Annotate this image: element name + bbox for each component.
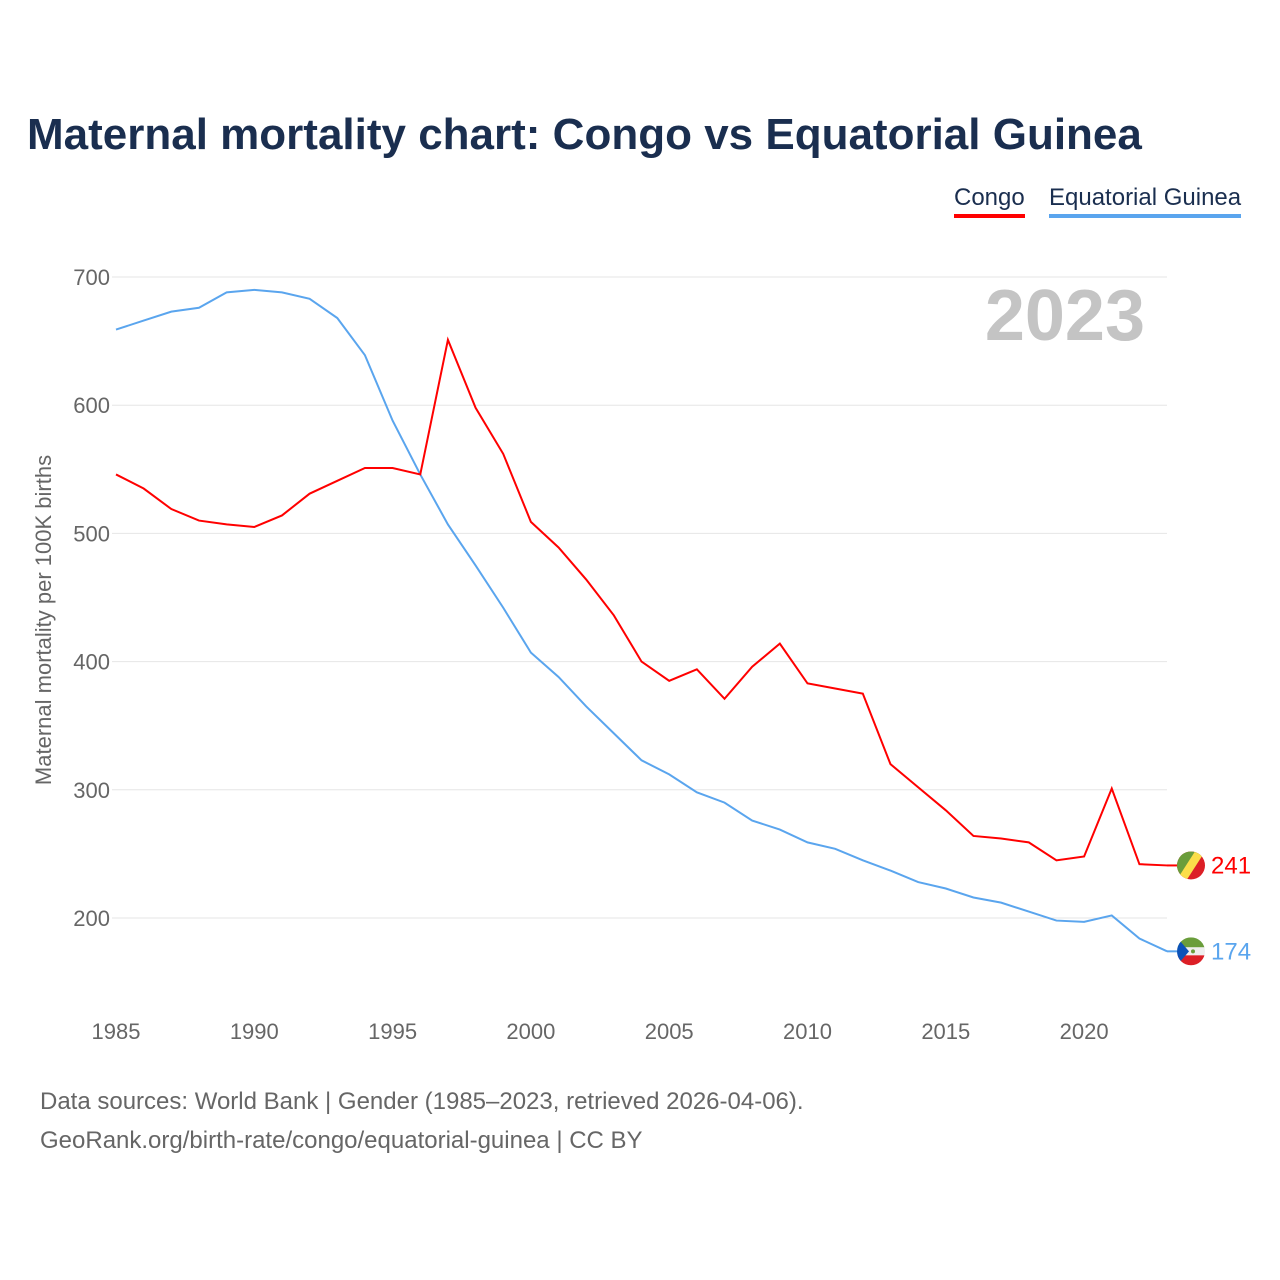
year-label: 2023 [985,276,1145,356]
y-tick-label: 600 [73,393,110,418]
y-tick-label: 500 [73,521,110,546]
end-value-label: 174 [1211,938,1251,965]
y-tick-label: 400 [73,650,110,675]
equatorial-guinea-flag-icon [1177,937,1205,966]
legend-equatorial-guinea[interactable]: Equatorial Guinea [1049,184,1242,218]
series-line-congo [115,336,1168,867]
y-axis-label: Maternal mortality per 100K births [31,455,56,785]
x-tick-label: 2015 [921,1019,970,1044]
x-tick-label: 1995 [368,1019,417,1044]
x-tick-label: 2005 [645,1019,694,1044]
source-text: Data sources: World Bank | Gender (1985–… [40,1088,804,1115]
end-value-label: 241 [1211,852,1251,879]
y-tick-label: 700 [73,265,110,290]
y-tick-label: 300 [73,778,110,803]
chart-title: Maternal mortality chart: Congo vs Equat… [27,110,1142,159]
x-tick-label: 1985 [92,1019,141,1044]
series-line-equatorial-guinea [115,288,1168,953]
source-link[interactable]: GeoRank.org/birth-rate/congo/equatorial-… [40,1127,643,1154]
x-tick-label: 2010 [783,1019,832,1044]
congo-flag-icon [1177,851,1205,880]
x-tick-label: 2020 [1060,1019,1109,1044]
legend-congo[interactable]: Congo [954,184,1025,218]
x-tick-label: 2000 [506,1019,555,1044]
y-tick-label: 200 [73,906,110,931]
x-tick-label: 1990 [230,1019,279,1044]
